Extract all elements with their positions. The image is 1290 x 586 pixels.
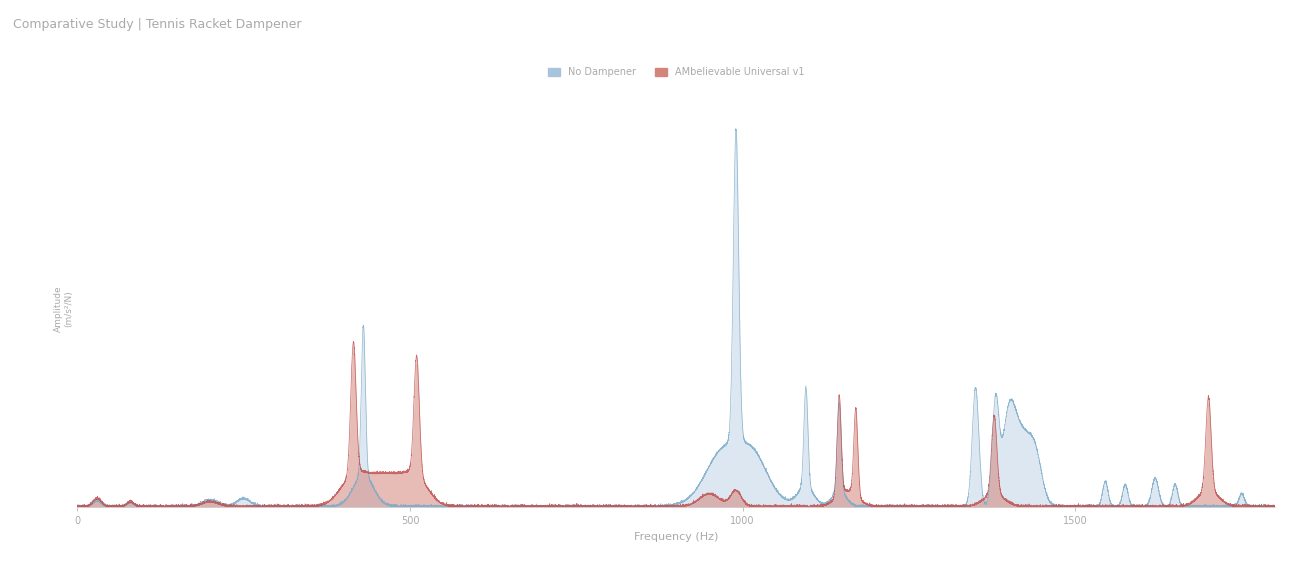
X-axis label: Frequency (Hz): Frequency (Hz) bbox=[633, 532, 719, 541]
Y-axis label: Amplitude
(m/s²/N): Amplitude (m/s²/N) bbox=[54, 285, 74, 332]
Legend: No Dampener, AMbelievable Universal v1: No Dampener, AMbelievable Universal v1 bbox=[544, 63, 808, 81]
Text: Comparative Study | Tennis Racket Dampener: Comparative Study | Tennis Racket Dampen… bbox=[13, 18, 302, 30]
